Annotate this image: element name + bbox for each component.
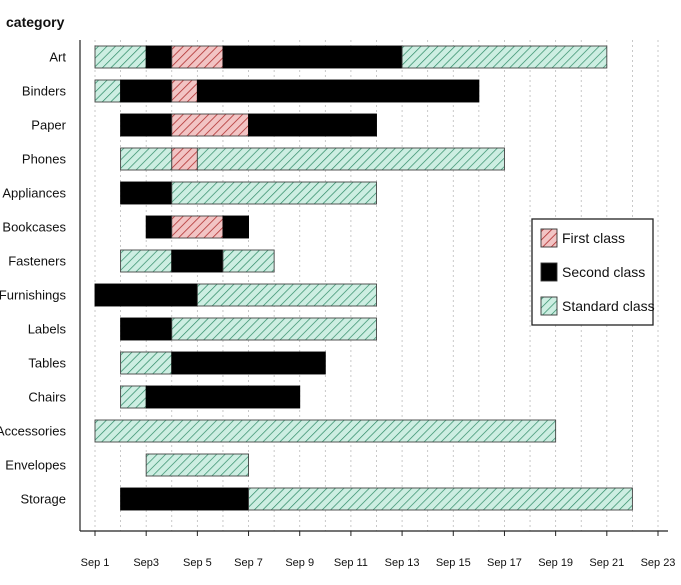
bar-tables-standard-class-0 [120, 351, 173, 375]
x-tick-label: Sep 21 [589, 557, 624, 569]
category-label-chairs: Chairs [28, 390, 66, 405]
bar-binders-standard-class-0 [94, 79, 122, 103]
bar-binders-second-class-3 [196, 79, 480, 103]
x-tick-label: Sep 15 [436, 557, 471, 569]
bar-furnishings-second-class-0 [94, 283, 198, 307]
bar-bookcases-first-class-1 [171, 215, 224, 239]
x-tick-label: Sep 23 [641, 557, 676, 569]
bar-fasteners-standard-class-2 [222, 249, 275, 273]
category-label-furnishings: Furnishings [0, 288, 66, 303]
x-tick-label: Sep 5 [183, 557, 212, 569]
bar-envelopes-standard-class-0 [145, 453, 249, 477]
legend-label-first-class: First class [562, 230, 625, 246]
legend-swatch-first-class [540, 228, 558, 248]
category-label-appliances: Appliances [2, 186, 66, 201]
bar-paper-first-class-1 [171, 113, 249, 137]
x-tick-label: Sep 7 [234, 557, 263, 569]
bar-binders-second-class-1 [120, 79, 173, 103]
bar-art-standard-class-0 [94, 45, 147, 69]
x-tick-labels: Sep 1 Sep3 Sep 5 Sep 7 Sep 9 Sep 11 Sep 13 Sep … [81, 531, 676, 569]
bar-art-first-class-2 [171, 45, 224, 69]
category-label-storage: Storage [20, 492, 66, 507]
bar-phones-standard-class-2 [196, 147, 505, 171]
x-tick-label: Sep 11 [334, 557, 368, 569]
bar-art-second-class-1 [145, 45, 173, 69]
x-tick-label: Sep 9 [285, 557, 314, 569]
legend-swatch-standard-class [540, 296, 558, 316]
category-label-bookcases: Bookcases [2, 220, 66, 235]
bars [94, 45, 633, 511]
bar-furnishings-standard-class-1 [196, 283, 377, 307]
category-label-phones: Phones [22, 152, 67, 167]
category-label-art: Art [49, 50, 66, 65]
bar-art-standard-class-4 [401, 45, 608, 69]
bar-paper-second-class-0 [120, 113, 173, 137]
bar-paper-second-class-2 [248, 113, 377, 137]
category-label-envelopes: Envelopes [5, 458, 66, 473]
x-tick-label: Sep 13 [385, 557, 420, 569]
bar-phones-first-class-1 [171, 147, 198, 171]
x-tick-label: Sep 19 [538, 557, 573, 569]
category-label-paper: Paper [31, 118, 66, 133]
category-label-binders: Binders [22, 84, 67, 99]
bar-binders-first-class-2 [171, 79, 198, 103]
bar-chairs-standard-class-0 [120, 385, 147, 409]
legend-label-second-class: Second class [562, 264, 645, 280]
legend: First class Second class Standard class [531, 218, 655, 326]
bar-art-second-class-3 [222, 45, 403, 69]
bar-bookcases-second-class-0 [145, 215, 173, 239]
bar-phones-standard-class-0 [120, 147, 173, 171]
bar-accessories-standard-class-0 [94, 419, 557, 443]
legend-label-standard-class: Standard class [562, 298, 655, 314]
bar-chairs-second-class-1 [145, 385, 301, 409]
bar-fasteners-standard-class-0 [120, 249, 173, 273]
category-labels: Art Binders Paper Phones Appliances Bookcases… [0, 50, 67, 507]
y-axis-title: category [6, 14, 65, 30]
bar-storage-second-class-0 [120, 487, 249, 511]
bar-bookcases-second-class-2 [222, 215, 249, 239]
category-label-fasteners: Fasteners [8, 254, 66, 269]
x-tick-label: Sep3 [133, 557, 159, 569]
category-label-tables: Tables [28, 356, 66, 371]
bar-storage-standard-class-1 [248, 487, 633, 511]
bar-tables-second-class-1 [171, 351, 326, 375]
x-tick-label: Sep 17 [487, 557, 522, 569]
legend-swatch-second-class [540, 262, 558, 282]
category-label-accessories: Accessories [0, 424, 67, 439]
bar-fasteners-second-class-1 [171, 249, 224, 273]
x-tick-label: Sep 1 [81, 557, 110, 569]
bar-labels-second-class-0 [120, 317, 173, 341]
bar-labels-standard-class-1 [171, 317, 377, 341]
category-label-labels: Labels [28, 322, 67, 337]
bar-appliances-second-class-0 [120, 181, 173, 205]
bar-appliances-standard-class-1 [171, 181, 377, 205]
